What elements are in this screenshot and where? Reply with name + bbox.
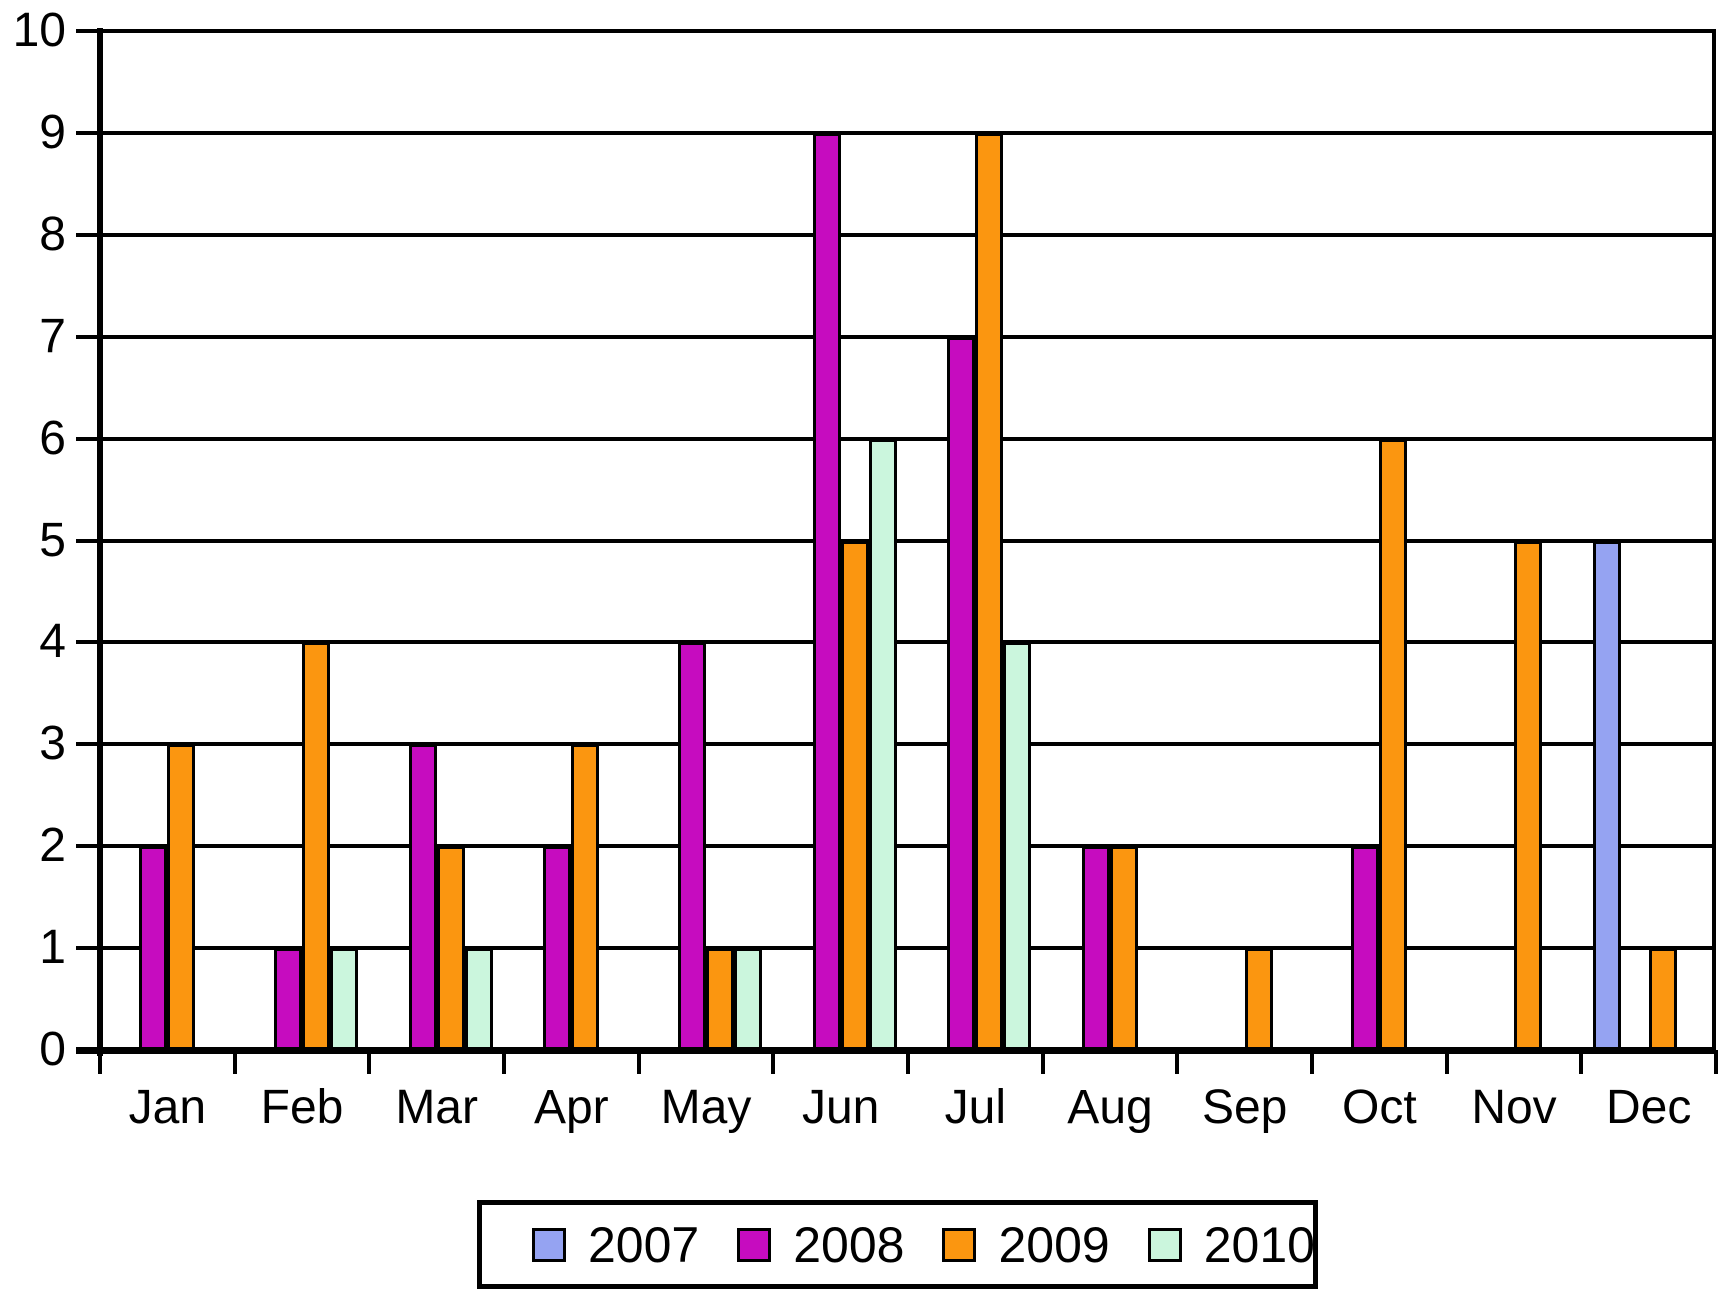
bar-2009-jul [975, 132, 1004, 1053]
legend-swatch-2010 [1147, 1227, 1182, 1262]
x-axis-tick [771, 1050, 776, 1074]
x-axis-tick [1040, 1050, 1045, 1074]
x-category-label-feb: Feb [260, 1081, 344, 1134]
bar-2007-dec [1592, 540, 1621, 1053]
x-axis-tick [232, 1050, 237, 1074]
legend-item-2008: 2008 [737, 1218, 904, 1272]
x-axis-line [76, 1047, 1716, 1054]
bar-2009-feb [302, 642, 330, 1053]
x-category-label-jan: Jan [128, 1081, 207, 1134]
bar-2009-apr [571, 744, 600, 1053]
bar-2009-sep [1244, 948, 1273, 1053]
bar-2008-apr [543, 846, 572, 1053]
bar-2008-oct [1351, 846, 1380, 1053]
y-tick-label: 2 [39, 819, 66, 873]
bar-2008-aug [1082, 846, 1110, 1053]
gridline [76, 29, 1716, 33]
legend: 2007 2008 2009 2010 [477, 1200, 1318, 1289]
x-category-label-sep: Sep [1201, 1081, 1288, 1134]
bar-2008-feb [274, 948, 302, 1053]
x-axis-tick [502, 1050, 506, 1074]
y-tick-label: 3 [39, 717, 66, 771]
legend-label-2010: 2010 [1203, 1216, 1315, 1273]
legend-swatch-2008 [737, 1227, 772, 1262]
legend-label-2008: 2008 [793, 1216, 905, 1273]
bar-2010-feb [330, 948, 358, 1053]
x-axis-tick [367, 1050, 372, 1074]
x-axis-tick [1310, 1050, 1314, 1074]
y-axis-line [97, 28, 103, 1056]
bar-2009-oct [1379, 438, 1408, 1053]
bar-2008-jan [139, 846, 168, 1053]
gridline [76, 334, 1716, 339]
x-category-label-aug: Aug [1067, 1081, 1153, 1134]
bar-2010-jun [868, 438, 897, 1053]
bar-2010-mar [464, 948, 493, 1053]
y-tick-label: 5 [39, 513, 66, 567]
x-category-label-dec: Dec [1605, 1081, 1692, 1134]
x-axis-tick [1714, 1050, 1718, 1074]
x-category-label-jul: Jul [944, 1081, 1006, 1134]
legend-item-2009: 2009 [942, 1216, 1110, 1273]
y-tick-label: 4 [39, 615, 66, 669]
x-axis-tick [1175, 1050, 1180, 1074]
bar-2009-nov [1514, 540, 1542, 1053]
plot-right-border [1712, 29, 1716, 1050]
bar-2009-mar [436, 846, 465, 1053]
x-axis-tick [1579, 1050, 1584, 1074]
x-axis-tick [906, 1050, 910, 1074]
bar-2009-aug [1110, 846, 1138, 1053]
legend-swatch-2007 [532, 1227, 566, 1262]
bar-2010-may [734, 948, 762, 1053]
bar-2009-jan [167, 744, 196, 1053]
gridline [76, 130, 1716, 135]
bar-2009-may [706, 948, 734, 1053]
y-tick-label: 1 [39, 921, 66, 975]
gridline [76, 232, 1716, 237]
y-tick-label: 6 [39, 411, 66, 465]
y-tick-label: 10 [12, 4, 66, 57]
legend-item-2007: 2007 [532, 1218, 699, 1272]
y-tick-label: 0 [39, 1023, 66, 1076]
x-category-label-may: May [660, 1081, 752, 1134]
legend-swatch-2009 [942, 1227, 977, 1262]
x-axis-tick [98, 1050, 102, 1074]
legend-label-2009: 2009 [998, 1216, 1110, 1273]
x-category-label-apr: Apr [533, 1081, 609, 1134]
bar-2009-jun [840, 540, 869, 1053]
x-axis-tick [636, 1050, 641, 1074]
bar-2008-jun [812, 132, 841, 1053]
y-tick-label: 9 [39, 105, 66, 159]
bar-2009-dec [1648, 948, 1677, 1053]
x-axis-tick [1444, 1050, 1449, 1074]
bar-2008-may [678, 642, 706, 1053]
x-category-label-nov: Nov [1471, 1081, 1557, 1134]
y-tick-label: 7 [39, 309, 66, 363]
x-category-label-jun: Jun [801, 1081, 880, 1134]
legend-item-2010: 2010 [1147, 1216, 1315, 1273]
legend-label-2007: 2007 [588, 1216, 700, 1273]
x-category-label-mar: Mar [395, 1081, 478, 1134]
bar-2008-mar [408, 744, 437, 1053]
y-tick-label: 8 [39, 207, 66, 261]
bar-2010-jul [1003, 642, 1032, 1053]
x-category-label-oct: Oct [1341, 1081, 1417, 1134]
bar-2008-jul [947, 336, 976, 1053]
